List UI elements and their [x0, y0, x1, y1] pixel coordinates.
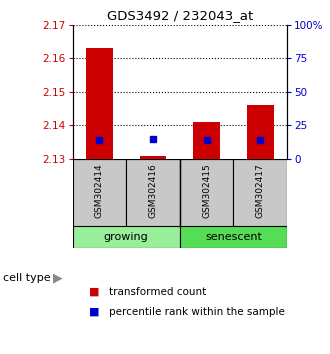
- Bar: [73, 226, 180, 248]
- Bar: [234, 159, 287, 226]
- Bar: [247, 105, 274, 159]
- Bar: [180, 226, 287, 248]
- Bar: [180, 159, 234, 226]
- Title: GDS3492 / 232043_at: GDS3492 / 232043_at: [107, 9, 253, 22]
- Bar: [193, 122, 220, 159]
- Bar: [126, 159, 180, 226]
- Text: ■: ■: [89, 287, 100, 297]
- Text: senescent: senescent: [205, 232, 262, 242]
- Text: GSM302414: GSM302414: [95, 164, 104, 218]
- Text: GSM302416: GSM302416: [148, 164, 157, 218]
- Text: ■: ■: [89, 307, 100, 316]
- Bar: [140, 155, 166, 159]
- Text: percentile rank within the sample: percentile rank within the sample: [109, 307, 285, 316]
- Text: GSM302415: GSM302415: [202, 164, 211, 218]
- Text: transformed count: transformed count: [109, 287, 206, 297]
- Text: GSM302417: GSM302417: [256, 164, 265, 218]
- Text: cell type: cell type: [3, 273, 51, 283]
- Text: growing: growing: [104, 232, 148, 242]
- Text: ▶: ▶: [53, 272, 63, 284]
- Bar: [73, 159, 126, 226]
- Bar: [86, 48, 113, 159]
